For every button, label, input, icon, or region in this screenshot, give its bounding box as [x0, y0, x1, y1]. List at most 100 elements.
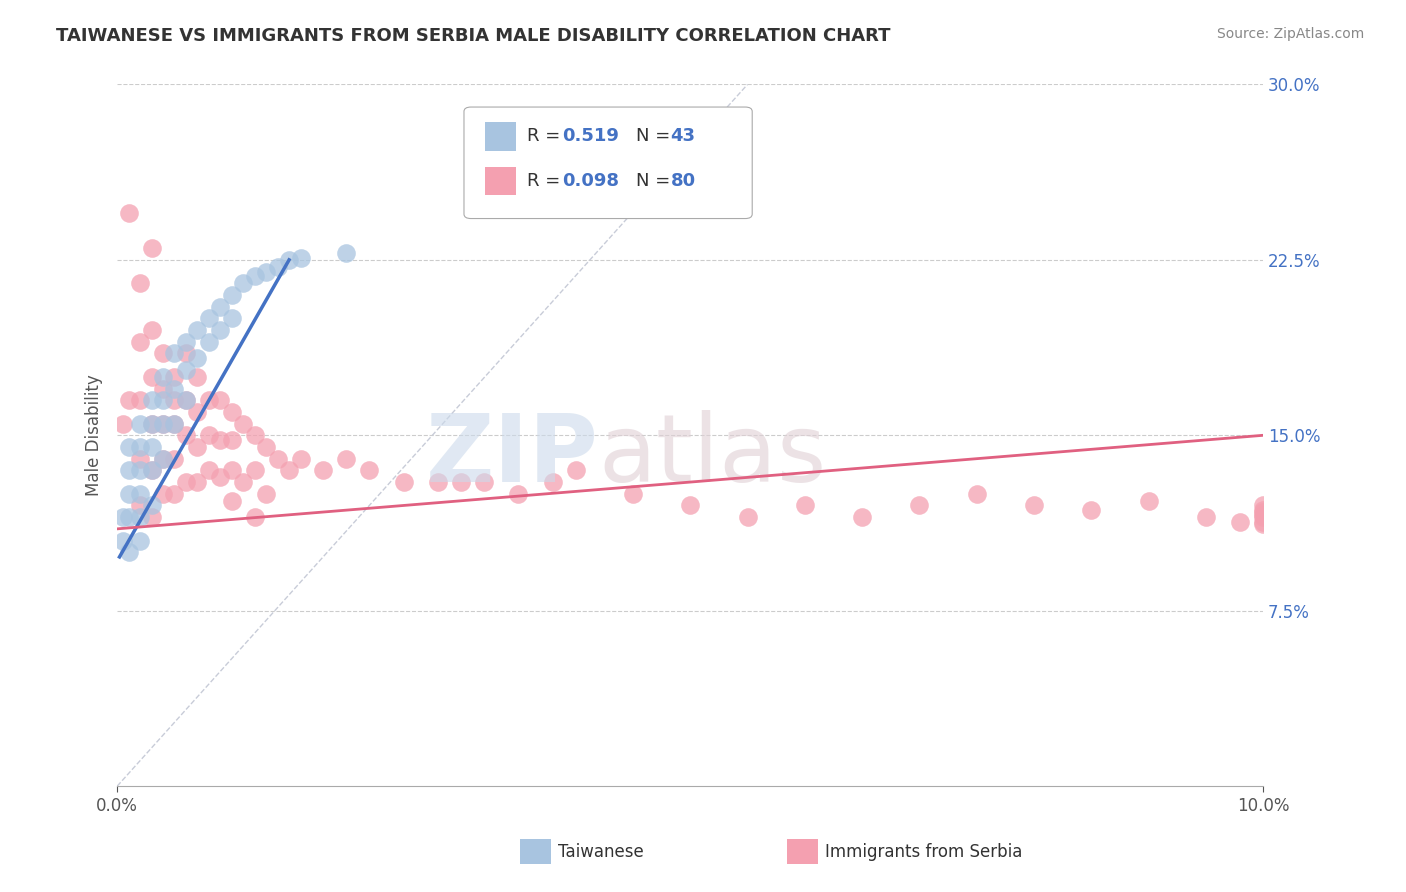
Point [152, 369, 174, 384]
Y-axis label: Male Disability: Male Disability [86, 375, 103, 496]
Point [141, 241, 163, 255]
Point [118, 206, 141, 220]
Point [278, 252, 301, 267]
Point [152, 417, 174, 431]
Point [198, 393, 221, 408]
Point [221, 405, 243, 419]
Point [541, 475, 564, 489]
Point [152, 451, 174, 466]
Point [141, 369, 163, 384]
Point [141, 510, 163, 524]
Point [221, 463, 243, 477]
Point [290, 451, 312, 466]
Point [186, 440, 208, 454]
Point [174, 475, 197, 489]
Point [152, 417, 174, 431]
Point [163, 369, 186, 384]
Point [312, 463, 335, 477]
Point [129, 510, 152, 524]
Point [174, 393, 197, 408]
Point [243, 269, 266, 284]
Point [129, 440, 152, 454]
Point [163, 382, 186, 396]
Text: N =: N = [636, 128, 675, 145]
Point [111, 510, 134, 524]
Point [141, 417, 163, 431]
Point [186, 369, 208, 384]
Text: N =: N = [636, 172, 675, 190]
Point [209, 433, 232, 447]
Point [141, 440, 163, 454]
Point [129, 487, 152, 501]
Point [174, 393, 197, 408]
Text: TAIWANESE VS IMMIGRANTS FROM SERBIA MALE DISABILITY CORRELATION CHART: TAIWANESE VS IMMIGRANTS FROM SERBIA MALE… [56, 27, 891, 45]
Point [679, 499, 702, 513]
Text: ZIP: ZIP [426, 410, 599, 502]
Point [129, 277, 152, 291]
Point [129, 451, 152, 466]
Point [1195, 510, 1218, 524]
Point [186, 323, 208, 337]
Point [141, 499, 163, 513]
Point [221, 288, 243, 302]
Text: 80: 80 [671, 172, 696, 190]
Point [174, 346, 197, 360]
Point [359, 463, 381, 477]
Point [163, 451, 186, 466]
Point [209, 470, 232, 484]
Point [908, 499, 931, 513]
Point [508, 487, 530, 501]
Point [243, 428, 266, 442]
Text: Source: ZipAtlas.com: Source: ZipAtlas.com [1216, 27, 1364, 41]
Text: R =: R = [527, 128, 567, 145]
Point [118, 510, 141, 524]
Point [141, 417, 163, 431]
Point [232, 277, 254, 291]
Point [141, 323, 163, 337]
Point [278, 463, 301, 477]
Point [1251, 517, 1274, 532]
Point [129, 533, 152, 548]
Point [1251, 508, 1274, 522]
Point [472, 475, 495, 489]
Point [335, 451, 357, 466]
Point [174, 428, 197, 442]
Point [290, 251, 312, 265]
Point [1251, 515, 1274, 529]
Point [163, 417, 186, 431]
Point [221, 311, 243, 326]
Point [129, 393, 152, 408]
Text: atlas: atlas [599, 410, 827, 502]
Point [111, 417, 134, 431]
Text: Immigrants from Serbia: Immigrants from Serbia [825, 843, 1022, 861]
Point [152, 487, 174, 501]
Point [266, 451, 288, 466]
Point [209, 323, 232, 337]
Point [450, 475, 472, 489]
Point [152, 346, 174, 360]
Point [129, 417, 152, 431]
Point [621, 487, 644, 501]
Point [1137, 493, 1160, 508]
Text: 0.098: 0.098 [562, 172, 620, 190]
Point [1251, 510, 1274, 524]
Point [198, 428, 221, 442]
Point [737, 510, 759, 524]
Point [129, 499, 152, 513]
Point [118, 393, 141, 408]
Point [118, 463, 141, 477]
Point [254, 440, 277, 454]
Point [221, 493, 243, 508]
Point [1251, 499, 1274, 513]
Text: Taiwanese: Taiwanese [558, 843, 644, 861]
Point [141, 463, 163, 477]
Point [209, 393, 232, 408]
Point [221, 433, 243, 447]
Point [186, 351, 208, 365]
Point [174, 363, 197, 377]
Point [209, 300, 232, 314]
Point [1251, 506, 1274, 520]
Point [254, 487, 277, 501]
Point [118, 545, 141, 559]
Text: 43: 43 [671, 128, 696, 145]
